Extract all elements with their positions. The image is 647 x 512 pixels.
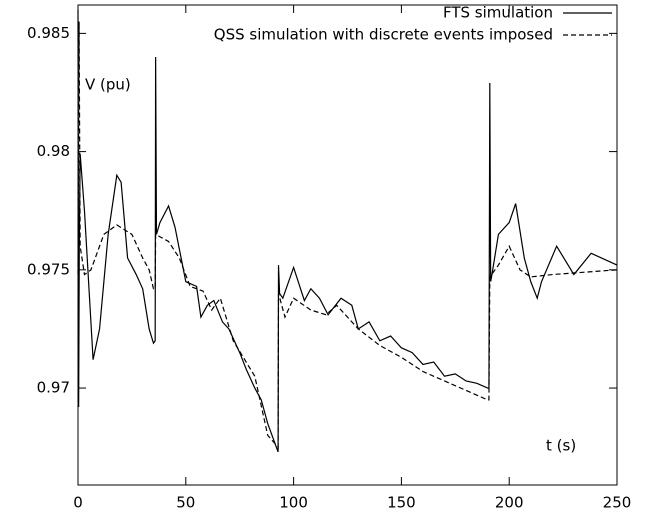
y-tick-label: 0.97: [37, 379, 70, 397]
plot-frame: [77, 4, 618, 486]
y-tick-label: 0.975: [27, 260, 70, 278]
x-tick-label: 50: [176, 494, 195, 512]
x-axis-label: t (s): [546, 437, 576, 455]
y-tick-label: 0.98: [37, 142, 70, 160]
y-tick-label: 0.985: [27, 24, 70, 42]
x-tick-label: 100: [279, 494, 308, 512]
series-line: [77, 9, 618, 453]
legend-label: FTS simulation: [443, 4, 553, 22]
x-tick-label: 200: [495, 494, 524, 512]
x-tick-label: 250: [603, 494, 632, 512]
y-axis-label: V (pu): [85, 76, 131, 94]
series-line: [77, 21, 618, 449]
x-tick-label: 0: [73, 494, 83, 512]
x-tick-label: 150: [387, 494, 416, 512]
legend-label: QSS simulation with discrete events impo…: [214, 26, 553, 44]
